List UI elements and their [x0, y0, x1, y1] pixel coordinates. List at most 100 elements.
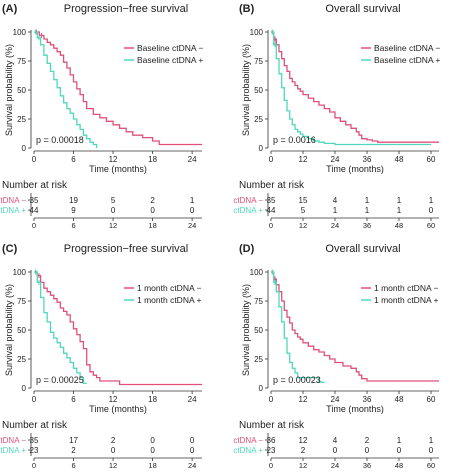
risk-count: 2 [71, 446, 76, 455]
y-tick-label: 100 [13, 28, 27, 37]
risk-x-tick-label: 12 [109, 221, 117, 230]
risk-count: 17 [69, 436, 78, 445]
risk-count: 44 [267, 206, 276, 215]
risk-row-label: ctDNA + [0, 446, 26, 455]
x-tick-label: 6 [71, 155, 76, 164]
series-line-2 [34, 31, 98, 148]
risk-count: 0 [150, 446, 155, 455]
risk-count: 19 [69, 196, 78, 205]
risk-x-tick-label: 24 [331, 461, 339, 470]
risk-count: 2 [111, 436, 116, 445]
x-tick-label: 12 [109, 395, 118, 404]
risk-table-title: Number at risk [239, 180, 305, 191]
x-tick-label: 48 [395, 395, 404, 404]
y-tick-label: 25 [254, 115, 263, 124]
risk-x-tick-label: 60 [427, 221, 435, 230]
risk-count: 0 [429, 206, 434, 215]
p-value: p = 0.00018 [36, 135, 84, 145]
x-tick-label: 36 [363, 155, 372, 164]
panel-label: (A) [2, 3, 18, 15]
risk-count: 0 [429, 446, 434, 455]
x-tick-label: 60 [427, 155, 436, 164]
x-tick-label: 0 [269, 395, 274, 404]
panel-3: (C) Progression−free survival 0 25 50 75 100 0 6… [0, 243, 202, 470]
y-tick-label: 100 [250, 268, 264, 277]
risk-x-tick-label: 0 [269, 221, 273, 230]
risk-x-tick-label: 60 [427, 461, 435, 470]
risk-x-tick-label: 12 [299, 461, 307, 470]
series-line-1 [34, 271, 202, 386]
risk-x-tick-label: 6 [71, 221, 75, 230]
x-tick-label: 24 [331, 155, 340, 164]
x-tick-label: 60 [427, 395, 436, 404]
risk-x-tick-label: 0 [32, 461, 36, 470]
risk-count: 2 [150, 196, 155, 205]
x-tick-label: 36 [363, 395, 372, 404]
x-axis-label: Time (months) [89, 404, 147, 414]
y-tick-label: 75 [17, 57, 26, 66]
risk-count: 1 [397, 196, 402, 205]
risk-count: 0 [190, 206, 195, 215]
x-tick-label: 48 [395, 155, 404, 164]
risk-x-tick-label: 0 [269, 461, 273, 470]
y-tick-label: 50 [254, 326, 263, 335]
series-line-1 [271, 271, 439, 382]
risk-row-label: ctDNA + [233, 446, 263, 455]
risk-count: 0 [397, 446, 402, 455]
risk-table-title: Number at risk [239, 420, 305, 431]
series-line-1 [34, 31, 202, 146]
risk-count: 35 [267, 196, 276, 205]
y-tick-label: 50 [254, 86, 263, 95]
legend-label: 1 month ctDNA − [137, 283, 202, 293]
p-value: p = 0.00025 [36, 375, 84, 385]
y-axis-label: Survival probability (%) [4, 44, 14, 136]
risk-x-tick-label: 48 [395, 221, 403, 230]
legend-label: Baseline ctDNA − [137, 43, 203, 53]
risk-count: 1 [397, 206, 402, 215]
y-tick-label: 75 [254, 297, 263, 306]
risk-count: 1 [333, 206, 338, 215]
risk-row-label: ctDNA − [0, 196, 26, 205]
x-tick-label: 24 [188, 155, 197, 164]
risk-count: 1 [429, 436, 434, 445]
risk-x-tick-label: 18 [148, 461, 156, 470]
risk-row-label: ctDNA − [233, 196, 263, 205]
legend-label: 1 month ctDNA − [374, 283, 439, 293]
x-tick-label: 12 [109, 155, 118, 164]
risk-count: 44 [30, 206, 39, 215]
legend-label: Baseline ctDNA + [374, 55, 440, 65]
risk-count: 1 [429, 196, 434, 205]
chart-title: Progression−free survival [64, 243, 188, 255]
y-tick-label: 0 [22, 144, 27, 153]
risk-count: 1 [365, 206, 370, 215]
p-value: p = 0.00023 [273, 375, 321, 385]
risk-count: 0 [190, 436, 195, 445]
risk-table-title: Number at risk [2, 420, 68, 431]
risk-count: 9 [71, 206, 76, 215]
y-tick-label: 25 [254, 355, 263, 364]
risk-count: 1 [397, 436, 402, 445]
y-tick-label: 0 [22, 384, 27, 393]
risk-count: 1 [365, 196, 370, 205]
risk-count: 0 [365, 446, 370, 455]
panel-label: (C) [2, 243, 18, 255]
x-tick-label: 24 [331, 395, 340, 404]
risk-x-tick-label: 36 [363, 461, 371, 470]
panel-label: (B) [239, 3, 255, 15]
x-tick-label: 0 [32, 395, 37, 404]
y-tick-label: 0 [259, 384, 264, 393]
risk-x-tick-label: 24 [188, 461, 196, 470]
x-tick-label: 18 [148, 395, 157, 404]
y-tick-label: 75 [254, 57, 263, 66]
legend-label: Baseline ctDNA − [374, 43, 440, 53]
legend-label: 1 month ctDNA + [374, 295, 439, 305]
x-tick-label: 0 [32, 155, 37, 164]
risk-row-label: ctDNA + [233, 206, 263, 215]
y-tick-label: 100 [13, 268, 27, 277]
x-tick-label: 6 [71, 395, 76, 404]
x-tick-label: 12 [299, 395, 308, 404]
